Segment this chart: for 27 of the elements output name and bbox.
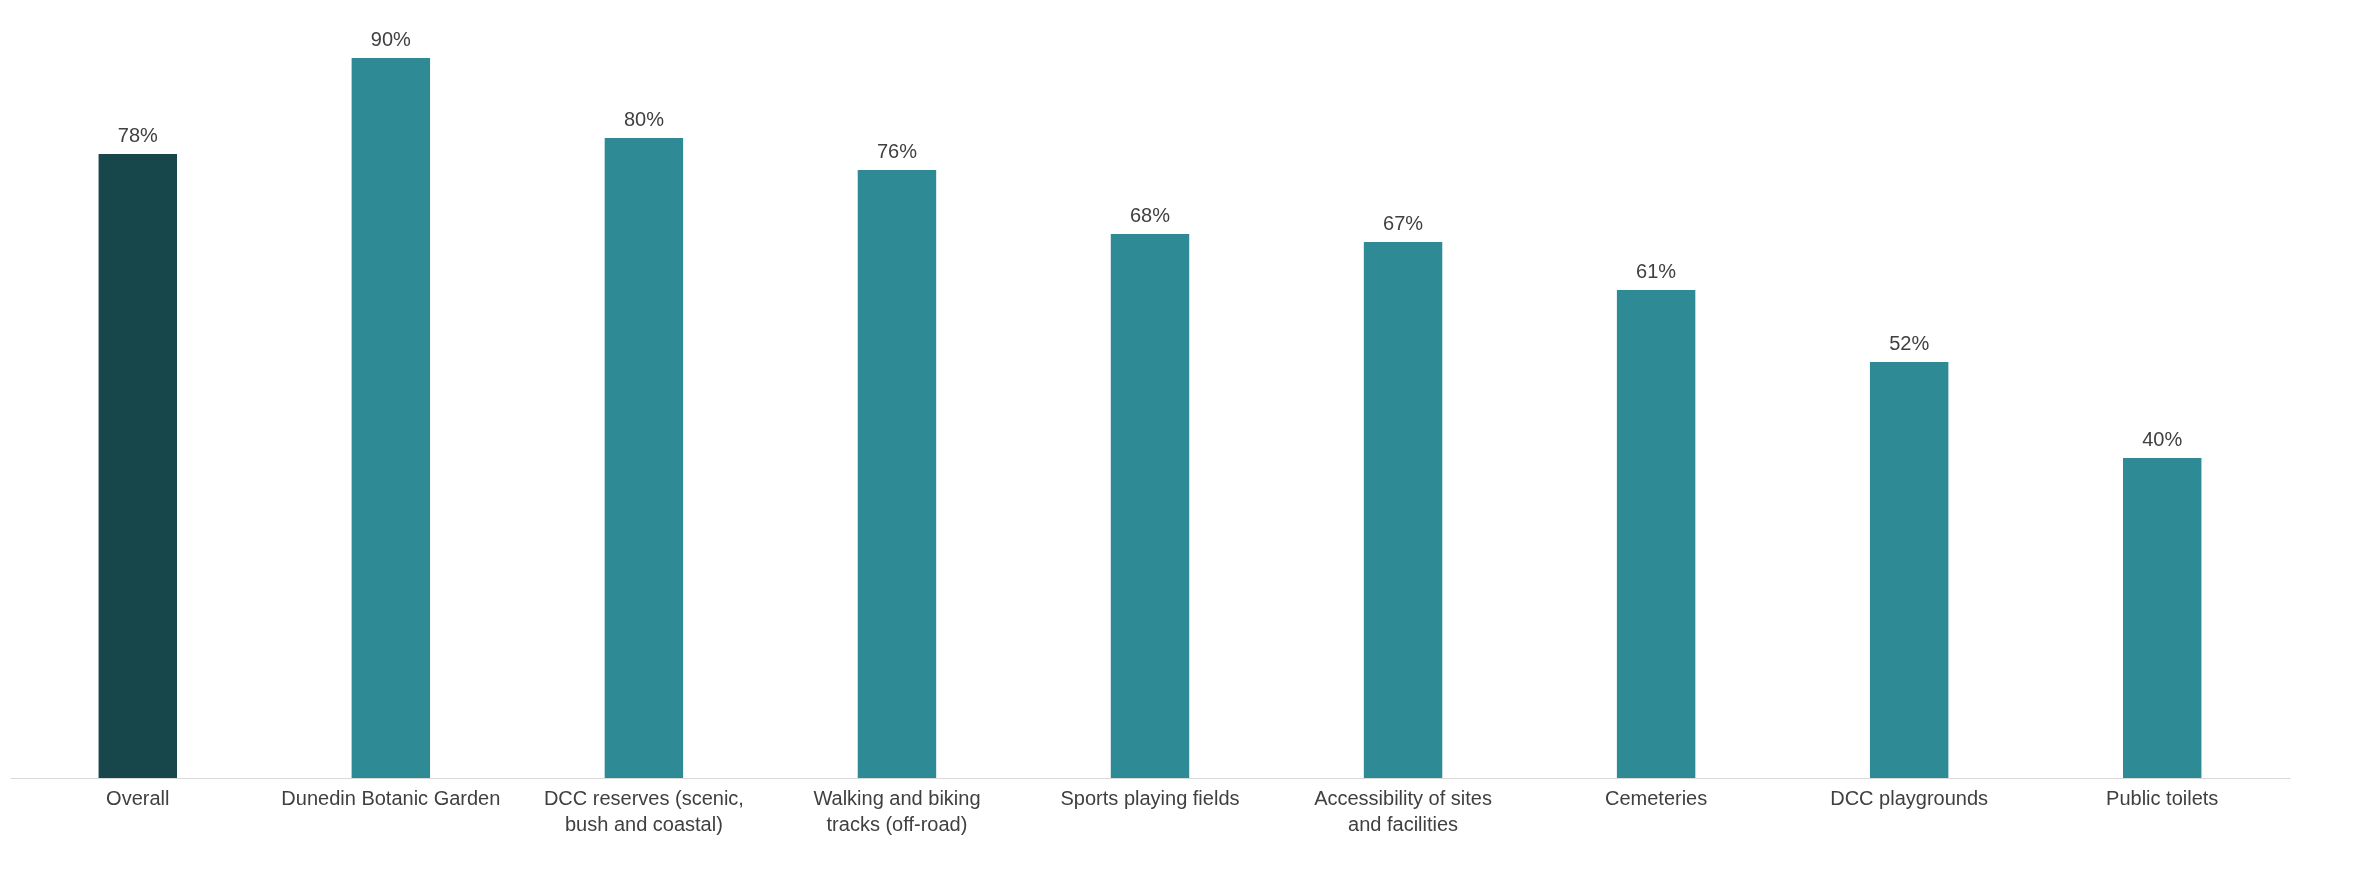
bar (351, 58, 431, 778)
bar (1363, 242, 1443, 778)
x-tick-label: DCC reserves (scenic, bush and coastal) (543, 786, 744, 835)
bar (1616, 290, 1696, 778)
data-label: 52% (1889, 332, 1930, 354)
bar (98, 154, 178, 778)
bar (2122, 458, 2202, 778)
data-label: 61% (1636, 260, 1677, 282)
data-label: 78% (117, 124, 159, 146)
x-tick-label: Sports playing fields (1060, 786, 1240, 809)
bar (604, 138, 684, 778)
data-label: 76% (876, 140, 918, 162)
bar (1869, 362, 1949, 778)
x-tick-label: Overall (106, 786, 170, 809)
x-tick-label: Accessibility of sites and facilities (1314, 786, 1492, 835)
data-label: 80% (623, 108, 665, 130)
data-label: 67% (1383, 212, 1424, 234)
x-tick-label: DCC playgrounds (1830, 786, 1989, 809)
x-tick-label: Walking and biking tracks (off-road) (813, 786, 981, 835)
data-label: 90% (370, 28, 412, 50)
x-tick-label: Dunedin Botanic Garden (281, 786, 501, 809)
x-tick-label: Cemeteries (1604, 786, 1708, 809)
bar (857, 170, 937, 778)
x-tick-label: Public toilets (2106, 786, 2219, 809)
bar (1110, 234, 1190, 778)
data-label: 68% (1129, 204, 1171, 226)
data-label: 40% (2142, 428, 2183, 450)
